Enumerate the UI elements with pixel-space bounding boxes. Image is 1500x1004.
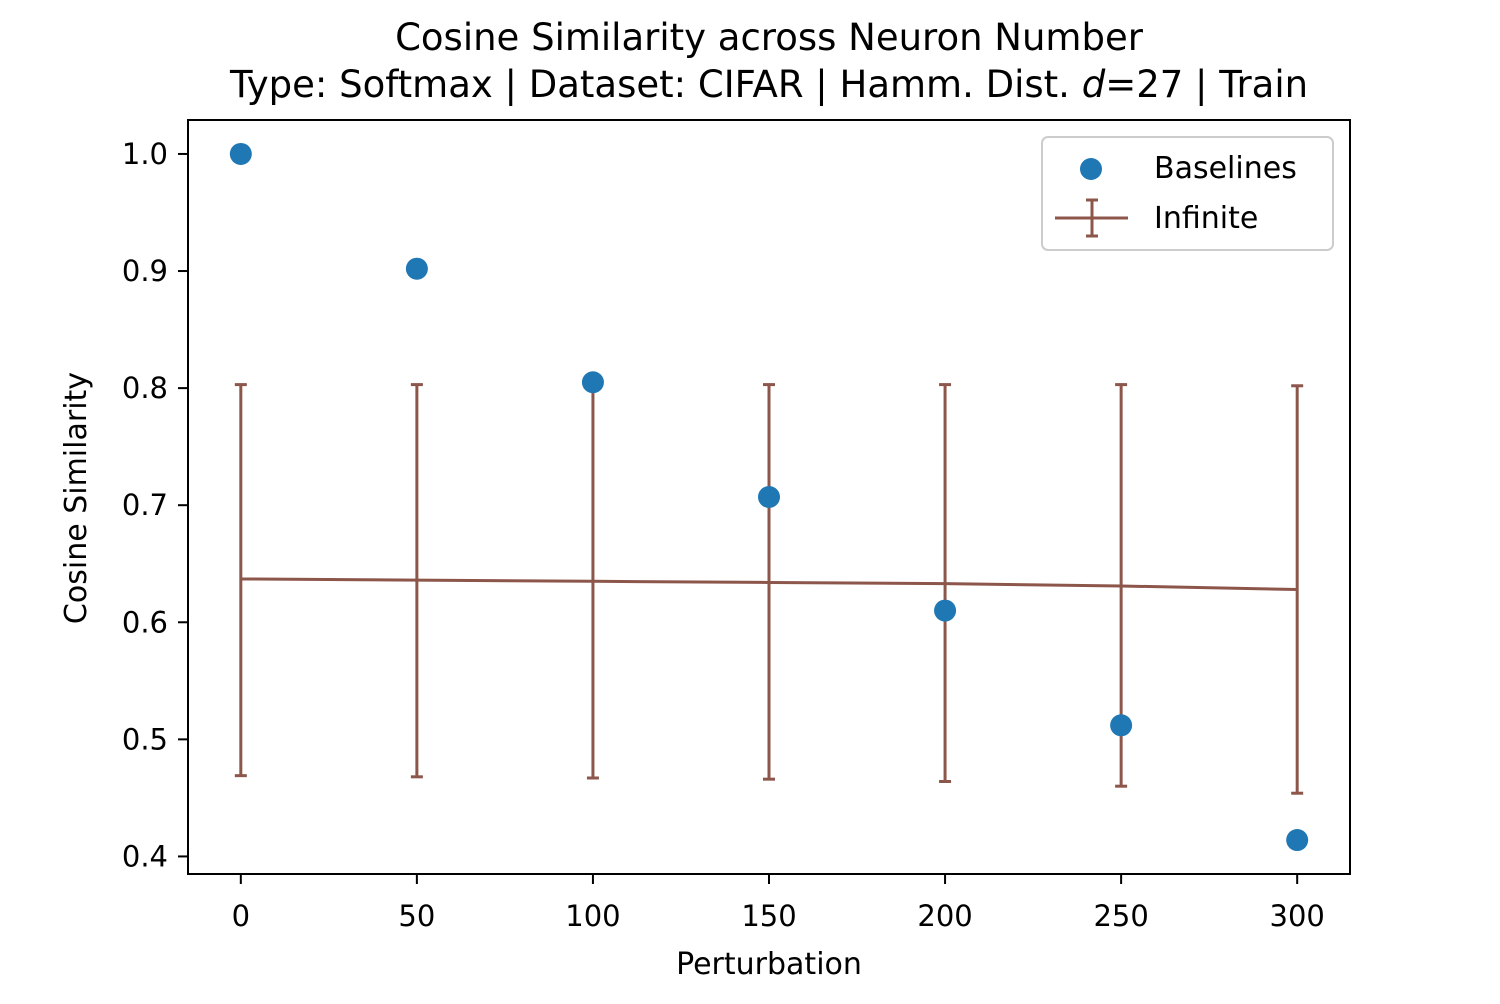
x-tick-label: 300 xyxy=(1270,899,1325,933)
plot-frame xyxy=(187,119,1351,875)
baseline-point xyxy=(405,257,428,280)
x-tick-label: 0 xyxy=(232,899,250,933)
x-axis-ticks: 0 50 100 150 200 250 300 xyxy=(232,874,1325,933)
y-axis-ticks: 0.4 0.5 0.6 0.7 0.8 0.9 1.0 xyxy=(122,137,188,873)
chart-title: Cosine Similarity across Neuron Number xyxy=(395,16,1144,59)
y-tick-label: 0.6 xyxy=(122,605,168,639)
x-tick-label: 150 xyxy=(741,899,796,933)
x-tick-label: 100 xyxy=(565,899,620,933)
baselines-points xyxy=(229,142,1309,852)
legend-baselines-marker xyxy=(1080,158,1102,180)
y-tick-label: 0.9 xyxy=(122,254,168,288)
y-tick-label: 1.0 xyxy=(122,137,168,171)
baseline-point xyxy=(934,599,957,622)
legend-infinite-label: Infinite xyxy=(1154,201,1258,236)
x-axis-label: Perturbation xyxy=(676,947,862,982)
subtitle-suffix: =27 | Train xyxy=(1105,63,1308,106)
infinite-series-line xyxy=(240,577,1298,591)
subtitle-prefix: Type: Softmax | Dataset: CIFAR | Hamm. D… xyxy=(229,63,1082,106)
baseline-point xyxy=(1286,829,1309,852)
baseline-point xyxy=(1110,714,1133,737)
legend-baselines-label: Baselines xyxy=(1154,151,1297,186)
y-tick-label: 0.7 xyxy=(122,488,168,522)
y-tick-label: 0.4 xyxy=(122,839,168,873)
legend: Baselines Infinite xyxy=(1041,136,1334,251)
x-tick-label: 200 xyxy=(917,899,972,933)
y-axis-label: Cosine Similarity xyxy=(59,372,94,624)
x-tick-label: 50 xyxy=(398,899,435,933)
x-tick-label: 250 xyxy=(1093,899,1148,933)
baseline-point xyxy=(581,371,604,394)
baseline-point xyxy=(229,142,252,165)
subtitle-variable: d xyxy=(1082,63,1106,106)
y-tick-label: 0.5 xyxy=(122,722,168,756)
y-tick-label: 0.8 xyxy=(122,371,168,405)
legend-infinite-marker xyxy=(1055,198,1128,238)
legend-frame xyxy=(1041,136,1334,251)
baseline-point xyxy=(758,486,780,508)
chart-subtitle: Type: Softmax | Dataset: CIFAR | Hamm. D… xyxy=(229,63,1308,106)
